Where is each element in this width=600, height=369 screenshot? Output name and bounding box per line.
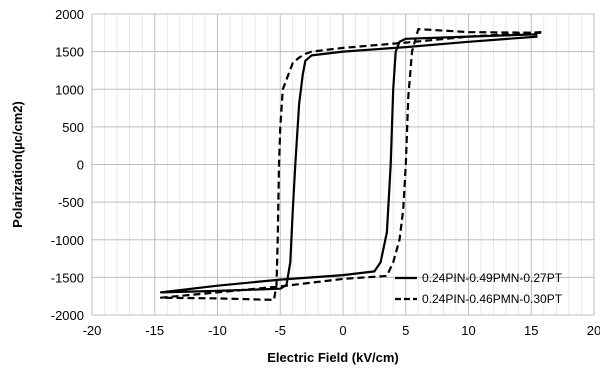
x-tick-label: -5 [274,323,286,338]
legend: 0.24PIN-0.49PMN-0.27PT 0.24PIN-0.46PMN-0… [395,271,563,306]
y-tick-label: -2000 [51,308,84,323]
series-line-2 [159,28,542,301]
x-tick-label: 10 [461,323,475,338]
y-tick-label: 0 [77,158,84,173]
x-tick-label: 0 [339,323,346,338]
x-tick-label: 20 [587,323,600,338]
tick-labels: -20 -15 -10 -5 0 5 10 15 20 -2000 -1500 -1000 -500 0 5… [51,7,600,338]
y-tick-label: -1000 [51,233,84,248]
y-tick-label: 2000 [55,7,84,22]
x-tick-label: -15 [145,323,164,338]
x-tick-label: -20 [83,323,102,338]
y-tick-label: 1500 [55,45,84,60]
y-tick-label: -1500 [51,270,84,285]
x-tick-label: -10 [208,323,227,338]
series-line-1 [159,33,538,294]
legend-label-series-1: 0.24PIN-0.49PMN-0.27PT [422,271,563,285]
x-tick-label: 5 [402,323,409,338]
x-tick-label: 15 [524,323,538,338]
legend-label-series-2: 0.24PIN-0.46PMN-0.30PT [422,292,563,306]
y-axis-title: Polarization(µc/cm2) [10,101,25,228]
y-tick-label: 1000 [55,82,84,97]
y-tick-label: -500 [58,195,84,210]
x-axis-title: Electric Field (kV/cm) [267,350,399,365]
y-tick-label: 500 [62,120,84,135]
grid [91,13,595,316]
series-lines [159,28,542,301]
